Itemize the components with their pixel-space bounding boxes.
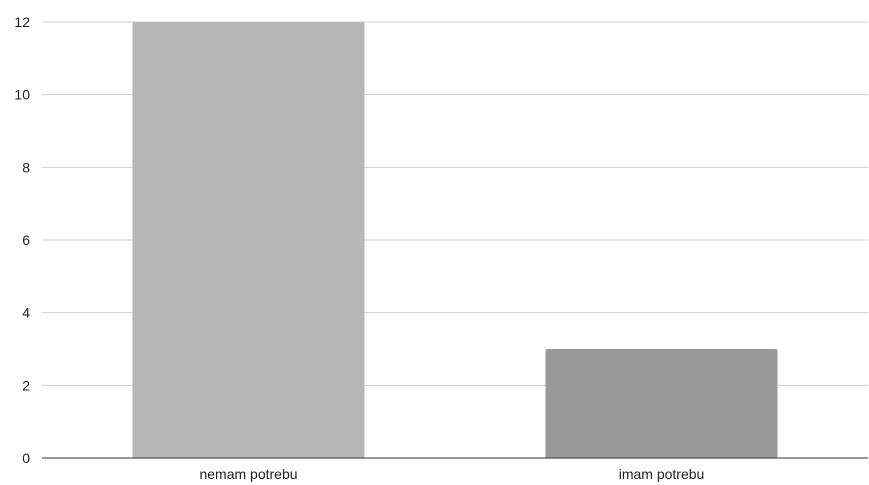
y-tick-label: 12 <box>14 14 30 30</box>
y-tick-label: 0 <box>22 450 30 466</box>
y-tick-label: 4 <box>22 305 30 321</box>
x-category-label: nemam potrebu <box>199 466 297 482</box>
y-tick-label: 10 <box>14 87 30 103</box>
y-tick-label: 6 <box>22 232 30 248</box>
y-tick-label: 2 <box>22 377 30 393</box>
y-tick-label: 8 <box>22 159 30 175</box>
axes: 0 2 4 6 8 10 12 nemam potrebu imam potrebu <box>14 14 868 482</box>
bars <box>132 22 778 458</box>
bar-nemam-potrebu <box>132 22 365 458</box>
bar-imam-potrebu <box>545 349 778 458</box>
x-category-label: imam potrebu <box>619 466 705 482</box>
